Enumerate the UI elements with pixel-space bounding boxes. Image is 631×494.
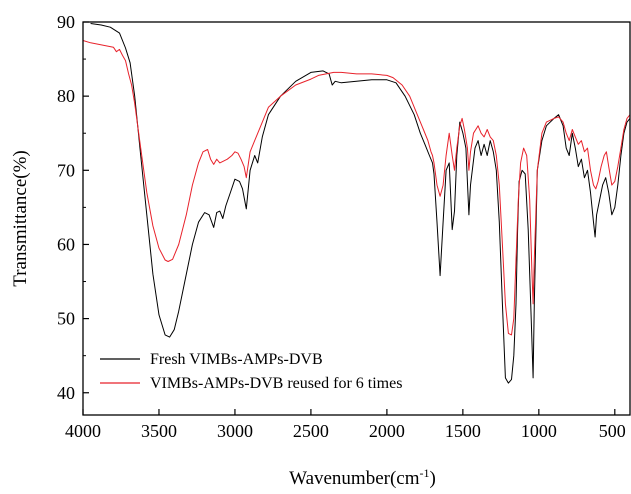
- y-tick-label: 50: [57, 309, 75, 329]
- plot-frame: [82, 21, 631, 416]
- x-tick-label: 3000: [217, 421, 253, 441]
- x-tick-label: 2500: [293, 421, 329, 441]
- y-axis-title: Transmittance(%): [10, 150, 31, 287]
- ticks-layer: 4000 3500 3000 2500 2000 1500 1000 500 40 50 60 70 8…: [57, 12, 626, 441]
- y-tick-label: 70: [57, 160, 75, 180]
- x-axis-title-close: ): [430, 468, 436, 489]
- series-line-reused: [82, 40, 631, 336]
- legend: Fresh VIMBs-AMPs-DVB VIMBs-AMPs-DVB reus…: [100, 351, 402, 392]
- x-tick-label: 500: [599, 421, 626, 441]
- y-tick-label: 60: [57, 234, 75, 254]
- y-tick-label: 40: [57, 383, 75, 403]
- x-tick-label: 4000: [65, 421, 101, 441]
- y-tick-label: 80: [57, 86, 75, 106]
- legend-label-reused: VIMBs-AMPs-DVB reused for 6 times: [150, 375, 402, 392]
- x-axis-title-sup: -1: [420, 466, 430, 480]
- series-layer: [82, 23, 631, 384]
- x-tick-label: 2000: [369, 421, 405, 441]
- x-tick-label: 1000: [521, 421, 557, 441]
- x-tick-label: 3500: [141, 421, 177, 441]
- series-line-fresh: [90, 23, 631, 384]
- x-axis-title-main: Wavenumber(cm: [289, 468, 420, 489]
- y-tick-label: 90: [57, 12, 75, 32]
- x-axis-title: Wavenumber(cm-1): [289, 466, 436, 489]
- legend-label-fresh: Fresh VIMBs-AMPs-DVB: [150, 351, 323, 368]
- x-tick-label: 1500: [445, 421, 481, 441]
